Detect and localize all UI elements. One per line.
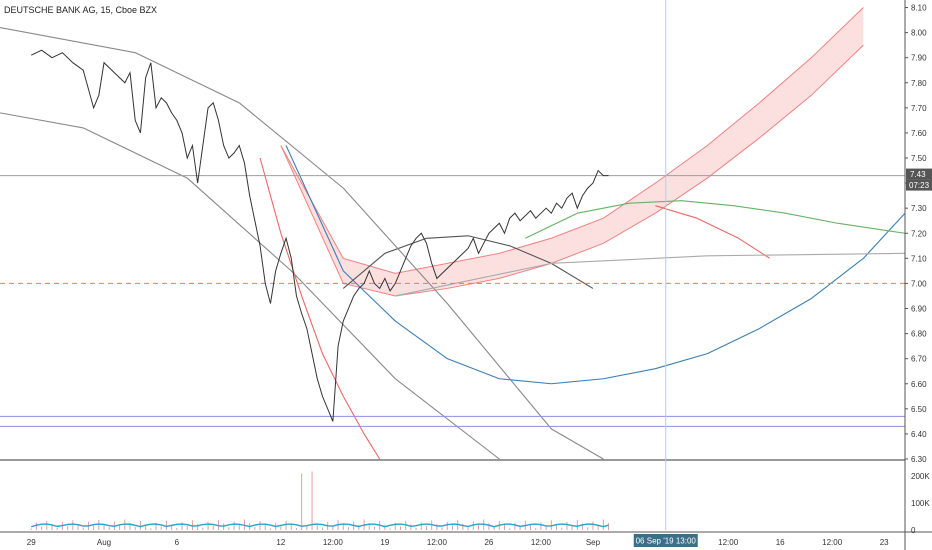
- volume-tick-label: 0: [911, 526, 916, 535]
- crosshair-label-box: [633, 534, 698, 547]
- time-tick-label: Sep: [586, 538, 601, 547]
- volume-tick-label: 200K: [911, 472, 930, 481]
- time-tick-label: 23: [880, 538, 889, 547]
- volume-tick-label: 100K: [911, 499, 930, 508]
- time-tick-label: 12:00: [718, 538, 739, 547]
- time-tick-label: 6: [175, 538, 180, 547]
- time-tick-label: 16: [776, 538, 785, 547]
- price-tick-label: 6.50: [911, 405, 927, 414]
- price-tick-label: 7.30: [911, 204, 927, 213]
- fan-band-lower: [280, 44, 864, 297]
- price-tick-label: 6.80: [911, 330, 927, 339]
- price-tick-label: 7.70: [911, 104, 927, 113]
- price-tick-label: 8.10: [911, 4, 927, 13]
- drawing-line-6: [0, 112, 500, 460]
- drawing-arc-1: [285, 145, 906, 385]
- price-tick-label: 7.60: [911, 129, 927, 138]
- drawing-arc-3: [655, 205, 771, 259]
- drawing-line-5: [0, 27, 604, 460]
- price-series-line: [30, 49, 609, 422]
- price-tick-label: 7.90: [911, 54, 927, 63]
- crosshair-line: 06 Sep '19 13:00: [633, 0, 698, 547]
- price-tick-label: 6.70: [911, 355, 927, 364]
- volume-pane: [0, 459, 905, 530]
- chart-drawings: [0, 7, 906, 460]
- crosshair-label: 06 Sep '19 13:00: [636, 537, 697, 546]
- price-line-series: [30, 49, 609, 422]
- time-tick-label: 12: [276, 538, 285, 547]
- current-price-badge: [906, 168, 932, 180]
- time-tick-label: 19: [380, 538, 389, 547]
- drawing-line-7: [395, 252, 906, 297]
- price-tick-label: 8.00: [911, 29, 927, 38]
- volume-ma-line: [31, 523, 609, 528]
- chart-title: DEUTSCHE BANK AG, 15, Cboe BZX: [4, 5, 157, 15]
- time-tick-label: 12:00: [427, 538, 448, 547]
- drawing-line-8: [259, 157, 381, 460]
- current-price-label: 7.43: [910, 170, 926, 179]
- time-tick-label: 12:00: [531, 538, 552, 547]
- time-tick-label: 12:00: [323, 538, 344, 547]
- countdown-badge: [906, 179, 932, 191]
- price-tick-label: 6.90: [911, 305, 927, 314]
- time-tick-label: 29: [27, 538, 36, 547]
- fan-band-upper: [280, 7, 864, 274]
- price-tick-label: 7.10: [911, 254, 927, 263]
- price-tick-label: 7.20: [911, 229, 927, 238]
- price-tick-label: 6.60: [911, 380, 927, 389]
- price-tick-label: 7.50: [911, 154, 927, 163]
- time-tick-label: 12:00: [822, 538, 843, 547]
- drawing-arc-2: [525, 200, 906, 239]
- countdown-label: 07:23: [909, 181, 930, 190]
- price-tick-label: 6.40: [911, 430, 927, 439]
- time-tick-label: Aug: [97, 538, 111, 547]
- price-tick-label: 6.30: [911, 455, 927, 464]
- fan-band-fill: [280, 7, 864, 296]
- time-tick-label: 26: [484, 538, 493, 547]
- price-levels: [0, 175, 905, 427]
- price-tick-label: 7.00: [911, 279, 927, 288]
- price-tick-label: 7.80: [911, 79, 927, 88]
